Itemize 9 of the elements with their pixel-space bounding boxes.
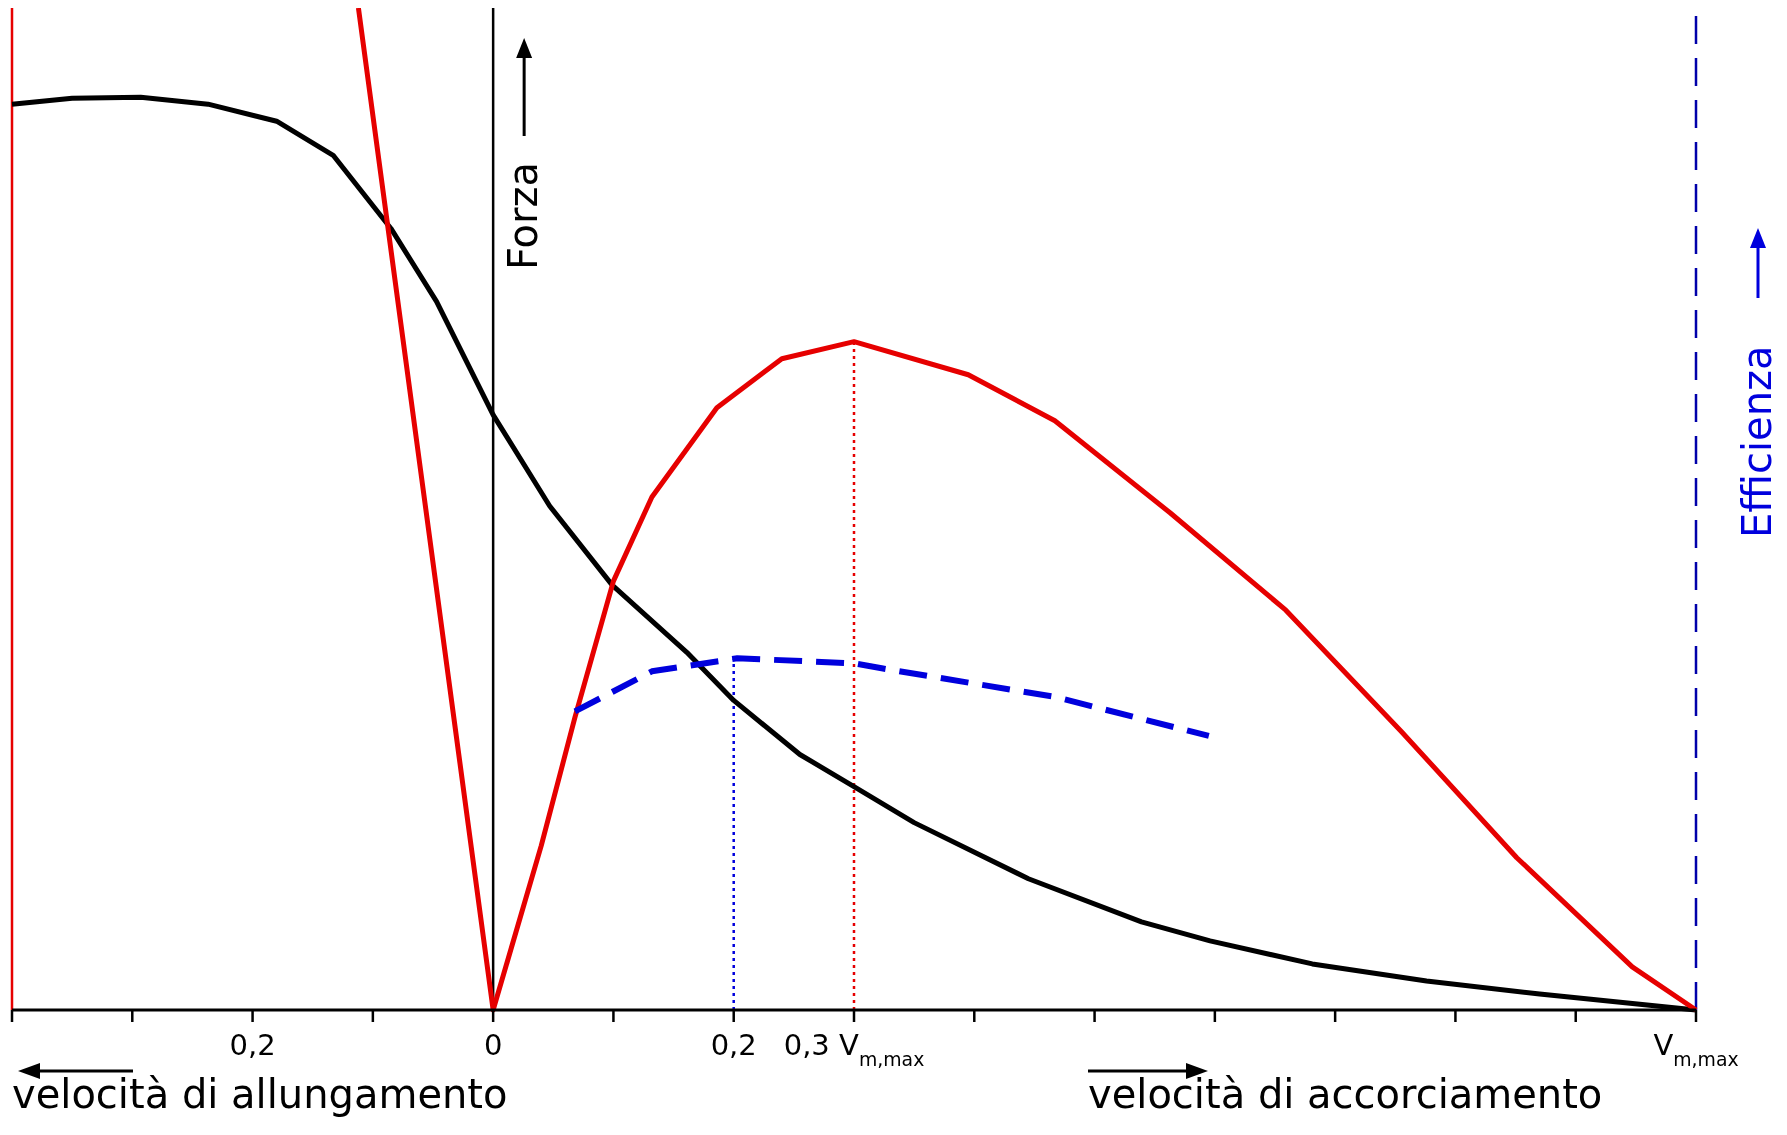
text: velocità di accorciamento [1088,1071,1603,1117]
text: velocità di allungamento [12,1071,508,1117]
x-tick-label: V$_{m,max}$ [1653,1028,1739,1070]
x-tick-label: 0 [483,1028,503,1062]
y2-axis-title: Efficienza [1734,345,1780,538]
y-axis-title: Forza [500,161,547,270]
x-tick-label: 0,3 V$_{m,max}$ [783,1028,925,1070]
x-tick-label: 0,2 [710,1028,757,1062]
x-tick-label: 0,2 [229,1028,276,1062]
